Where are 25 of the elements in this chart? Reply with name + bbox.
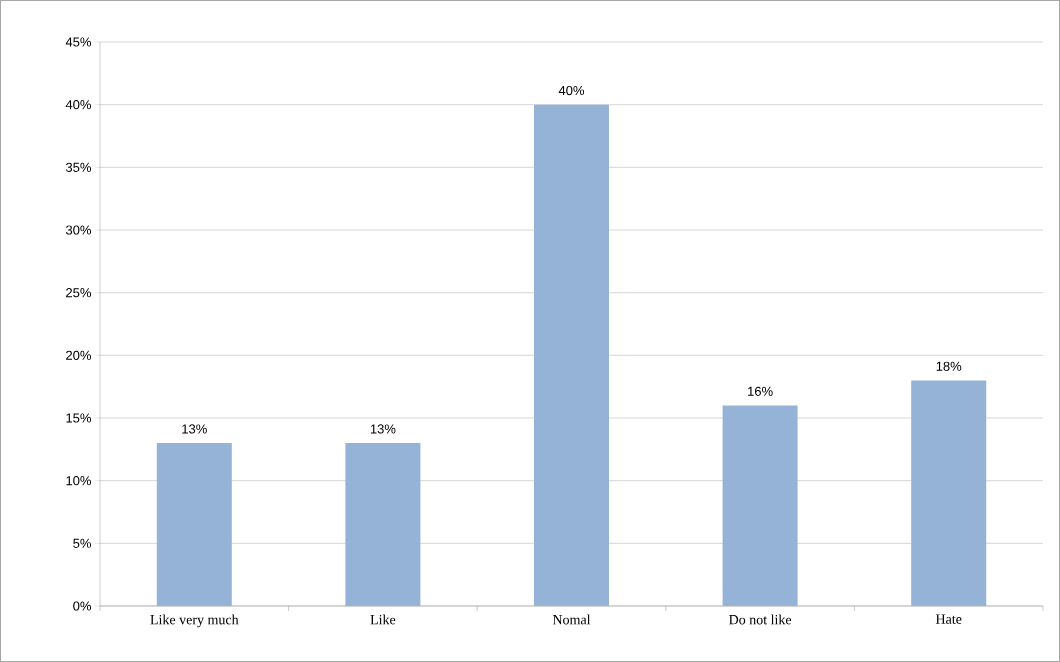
y-tick-label: 25% [66,288,92,298]
data-label: 16% [748,386,773,396]
y-tick-label: 35% [65,162,92,172]
x-tick-label: Nomal [552,614,591,625]
data-label: 13% [182,424,207,434]
y-tick-label: 5% [73,538,92,548]
y-tick-label: 30% [65,225,92,235]
bar [345,443,421,606]
y-tick-label: 40% [65,100,92,110]
y-tick-label: 15% [66,413,92,423]
x-tick-label: Hate [935,614,962,624]
bar [156,443,232,606]
data-label: 13% [370,424,396,434]
bar [911,380,987,606]
y-tick-label: 45% [65,37,92,47]
bar [534,104,609,606]
data-label: 18% [936,361,962,371]
x-tick-label: Like [370,614,396,625]
x-tick-label: Like very much [150,614,239,628]
data-label: 40% [558,85,585,96]
y-tick-label: 0% [73,601,92,611]
bar [722,405,798,606]
x-tick-label: Do not like [729,614,792,625]
y-tick-label: 20% [66,350,92,360]
y-tick-label: 10% [66,476,92,486]
